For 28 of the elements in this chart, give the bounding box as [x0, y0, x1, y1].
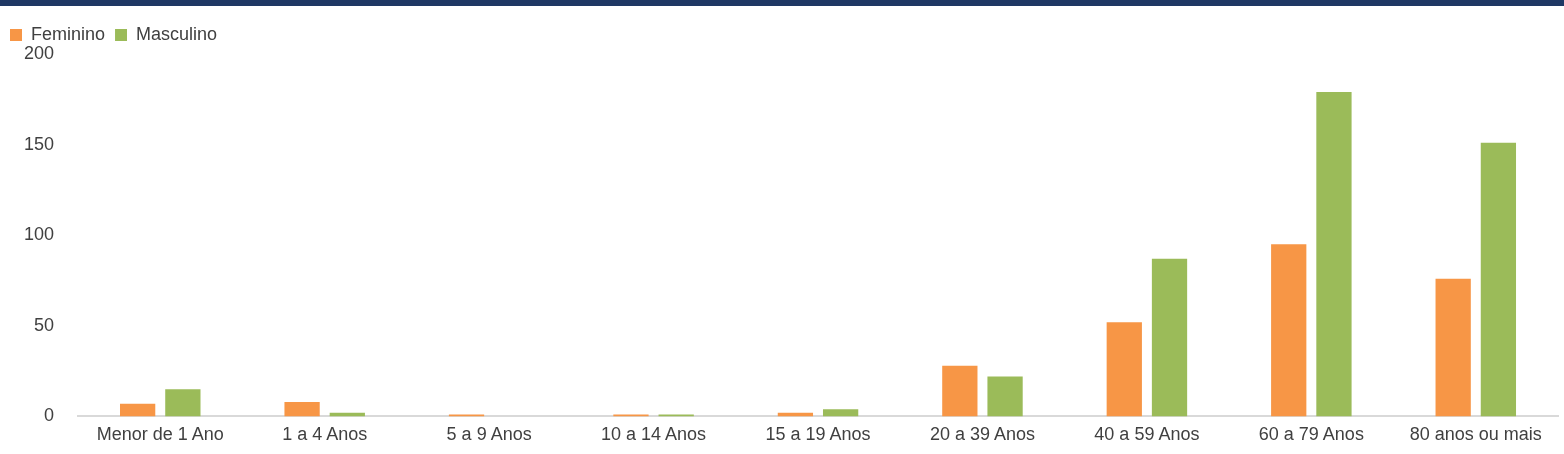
bar: [822, 409, 859, 417]
x-tick-label: 80 anos ou mais: [1409, 424, 1542, 445]
bar: [1480, 142, 1517, 417]
x-tick-label: Menor de 1 Ano: [96, 424, 224, 445]
y-tick-label: 200: [23, 42, 55, 63]
x-tick-label: 15 a 19 Anos: [765, 424, 871, 445]
x-tick-label: 60 a 79 Anos: [1258, 424, 1364, 445]
y-tick-label: 50: [34, 314, 55, 335]
bar: [1316, 92, 1352, 417]
bar: [284, 401, 320, 417]
bar: [1151, 258, 1188, 417]
y-tick-label: 100: [23, 224, 55, 245]
x-tick-label: 5 a 9 Anos: [446, 424, 532, 445]
bar: [120, 403, 156, 417]
x-tick-label: 40 a 59 Anos: [1094, 424, 1200, 445]
x-tick-label: 20 a 39 Anos: [929, 424, 1035, 445]
bar: [1271, 244, 1307, 417]
bar: [1106, 322, 1142, 417]
bar: [987, 376, 1023, 417]
legend-label: Feminino: [31, 23, 106, 44]
x-tick-label: 1 a 4 Anos: [282, 424, 368, 445]
bar: [942, 365, 978, 417]
bar: [1435, 278, 1471, 417]
x-tick-label: 10 a 14 Anos: [601, 424, 707, 445]
legend-label: Masculino: [136, 23, 218, 44]
bar: [165, 389, 201, 417]
y-tick-label: 150: [23, 133, 55, 154]
y-tick-label: 0: [44, 405, 55, 426]
